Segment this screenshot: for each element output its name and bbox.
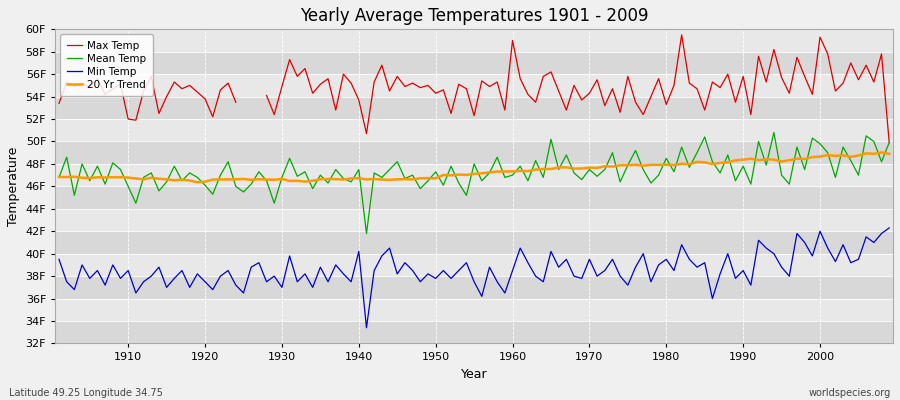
Title: Yearly Average Temperatures 1901 - 2009: Yearly Average Temperatures 1901 - 2009: [300, 7, 648, 25]
Bar: [55, 97, 893, 119]
Max Temp: [122, 117, 133, 122]
Max Temp: [85, 85, 95, 90]
Max Temp: [184, 83, 195, 88]
Max Temp: [115, 82, 126, 87]
Mean Temp: [515, 164, 526, 168]
Mean Temp: [330, 167, 341, 172]
Min Temp: [54, 257, 65, 262]
Min Temp: [115, 276, 126, 281]
Max Temp: [146, 74, 157, 79]
X-axis label: Year: Year: [461, 368, 488, 381]
Min Temp: [884, 226, 895, 230]
Mean Temp: [608, 150, 618, 155]
Max Temp: [169, 80, 180, 84]
Max Temp: [54, 101, 65, 106]
Mean Temp: [884, 140, 895, 145]
20 Yr Trend: [507, 169, 517, 174]
Max Temp: [176, 86, 187, 91]
Max Temp: [92, 76, 103, 81]
Max Temp: [154, 111, 165, 116]
20 Yr Trend: [292, 178, 302, 183]
Max Temp: [222, 81, 233, 86]
Min Temp: [608, 257, 618, 262]
Bar: [55, 186, 893, 209]
Max Temp: [130, 118, 141, 122]
Line: Max Temp: Max Temp: [59, 76, 236, 120]
Mean Temp: [507, 173, 517, 178]
Line: Mean Temp: Mean Temp: [59, 132, 889, 234]
20 Yr Trend: [515, 168, 526, 173]
Bar: [55, 231, 893, 254]
Bar: [55, 29, 893, 52]
Mean Temp: [54, 175, 65, 180]
Max Temp: [200, 96, 211, 101]
Line: Min Temp: Min Temp: [59, 228, 889, 328]
Max Temp: [207, 114, 218, 119]
Max Temp: [61, 80, 72, 84]
Mean Temp: [361, 231, 372, 236]
20 Yr Trend: [192, 180, 202, 185]
Bar: [55, 276, 893, 298]
20 Yr Trend: [884, 152, 895, 156]
Line: 20 Yr Trend: 20 Yr Trend: [59, 152, 889, 182]
Min Temp: [515, 246, 526, 250]
Max Temp: [161, 94, 172, 99]
Text: worldspecies.org: worldspecies.org: [809, 388, 891, 398]
Bar: [55, 298, 893, 321]
20 Yr Trend: [338, 177, 349, 182]
Max Temp: [230, 100, 241, 105]
Max Temp: [69, 84, 80, 89]
Max Temp: [192, 90, 202, 94]
20 Yr Trend: [115, 175, 126, 180]
Max Temp: [100, 92, 111, 97]
Bar: [55, 164, 893, 186]
Bar: [55, 209, 893, 231]
Mean Temp: [769, 130, 779, 135]
Mean Temp: [115, 167, 126, 172]
Bar: [55, 52, 893, 74]
Bar: [55, 119, 893, 142]
20 Yr Trend: [54, 174, 65, 179]
Mean Temp: [284, 156, 295, 161]
Max Temp: [107, 86, 118, 91]
Min Temp: [361, 325, 372, 330]
Min Temp: [284, 254, 295, 258]
Max Temp: [139, 88, 149, 93]
Min Temp: [330, 262, 341, 267]
Legend: Max Temp, Mean Temp, Min Temp, 20 Yr Trend: Max Temp, Mean Temp, Min Temp, 20 Yr Tre…: [60, 34, 153, 96]
20 Yr Trend: [876, 150, 886, 155]
Bar: [55, 74, 893, 97]
Bar: [55, 142, 893, 164]
Bar: [55, 254, 893, 276]
Min Temp: [507, 268, 517, 273]
20 Yr Trend: [608, 164, 618, 169]
Max Temp: [76, 81, 87, 86]
Text: Latitude 49.25 Longitude 34.75: Latitude 49.25 Longitude 34.75: [9, 388, 163, 398]
Bar: [55, 321, 893, 344]
Max Temp: [215, 88, 226, 92]
Y-axis label: Temperature: Temperature: [7, 147, 20, 226]
